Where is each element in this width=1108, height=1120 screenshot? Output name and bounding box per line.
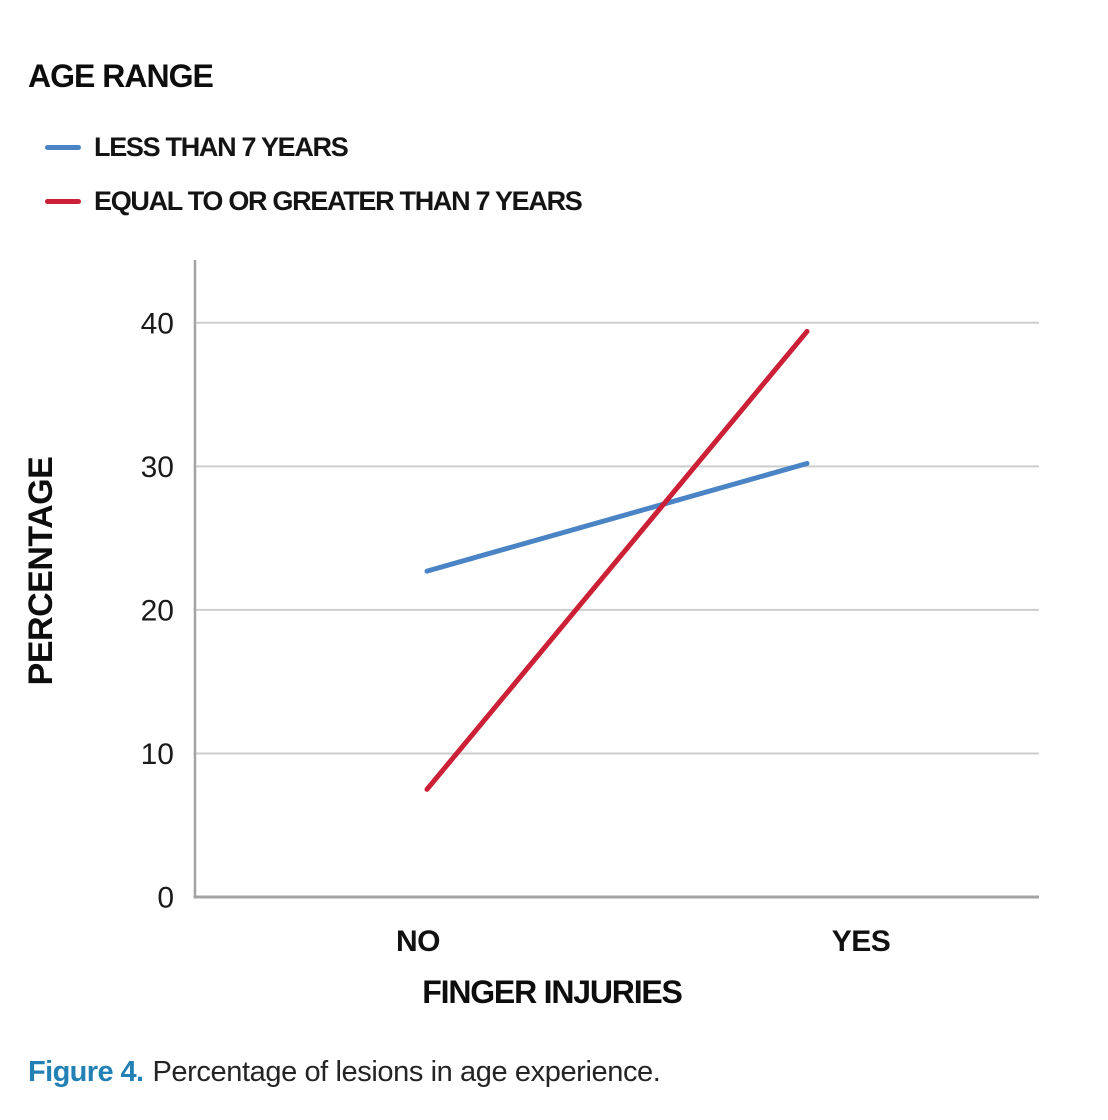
x-category-label-no: NO [396,925,440,958]
y-tick-label: 40 [141,307,174,340]
series-line-ge-7-years [424,328,810,792]
legend-swatch-blue-line-icon [45,144,81,150]
y-tick-label: 30 [141,451,174,484]
y-tick-label: 20 [141,594,174,627]
y-tick-label: 10 [141,738,174,771]
legend-swatch-red-line-icon [45,198,81,204]
figure-caption: Figure 4. Percentage of lesions in age ex… [28,1056,661,1089]
figure-caption-text: Percentage of lesions in age experience. [152,1056,661,1088]
legend-item-less-than-7: LESS THAN 7 YEARS [45,131,349,162]
legend-label-ge-7: EQUAL TO OR GREATER THAN 7 YEARS [94,185,583,216]
legend-title: AGE RANGE [28,58,214,94]
figure-caption-label: Figure 4. [28,1056,144,1088]
series-line-less-than-7-years [424,460,810,574]
y-tick-label: 0 [157,882,174,915]
legend-item-ge-7: EQUAL TO OR GREATER THAN 7 YEARS [45,185,583,216]
x-axis-title: FINGER INJURIES [422,974,683,1010]
legend-label-less-than-7: LESS THAN 7 YEARS [94,131,349,162]
x-category-label-yes: YES [832,925,891,958]
